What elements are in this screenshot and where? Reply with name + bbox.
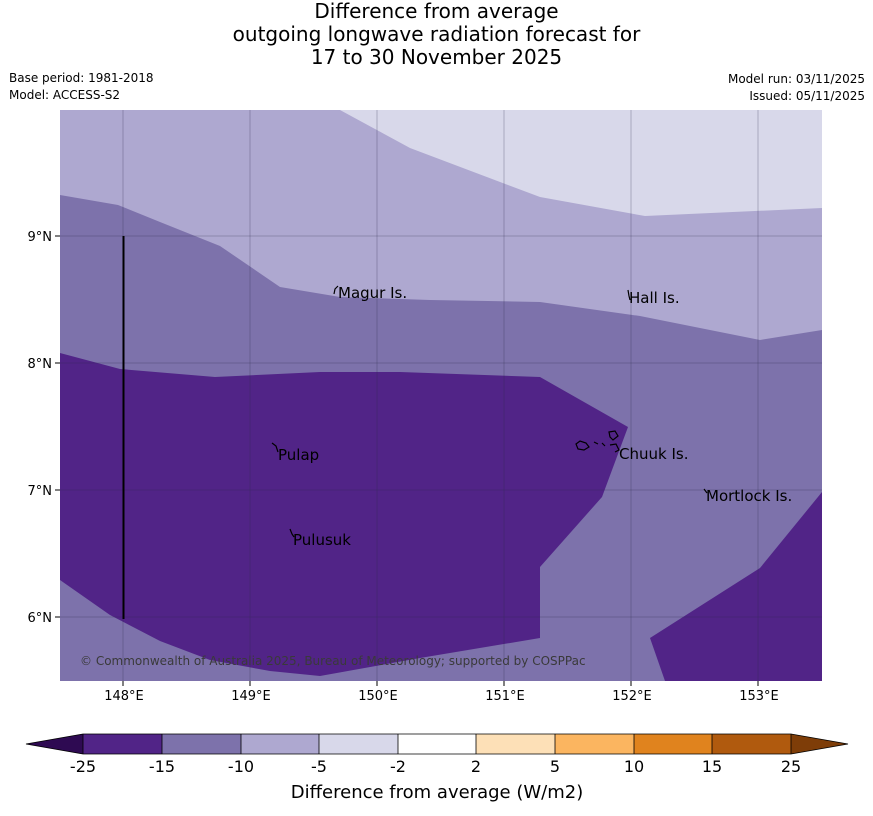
- colorbar-tick-15: 15: [702, 757, 722, 776]
- region-minus25-to-minus15: [60, 353, 628, 676]
- meta-left: Base period: 1981-2018 Model: ACCESS-S2: [9, 70, 154, 104]
- lon-tick-148e: 148°E: [104, 689, 144, 704]
- colorbar-segment-7: [555, 734, 634, 754]
- island-outlines: [271, 285, 708, 538]
- colorbar-segment-2: [162, 734, 241, 754]
- meta-right: Model run: 03/11/2025 Issued: 05/11/2025: [728, 71, 865, 105]
- island-hall: [627, 289, 631, 301]
- colorbar-segment-8: [634, 734, 712, 754]
- label-hall: Hall Is.: [629, 289, 680, 307]
- colorbar-tick-10: 10: [624, 757, 644, 776]
- colorbar-tick-25: 25: [781, 757, 801, 776]
- model-name: Model: ACCESS-S2: [9, 88, 121, 102]
- title-line-3: 17 to 30 November 2025: [310, 45, 563, 69]
- colorbar-segment-5: [398, 734, 476, 754]
- colorbar-segment-3: [241, 734, 319, 754]
- map-title: Difference from average outgoing longwav…: [0, 0, 873, 69]
- lon-tick-149e: 149°E: [231, 689, 271, 704]
- island-pulap: [271, 442, 279, 453]
- island-pulusuk: [289, 528, 295, 538]
- model-run: Model run: 03/11/2025: [727, 72, 865, 86]
- colorbar-label: Difference from average (W/m2): [291, 782, 583, 803]
- label-pulap: Pulap: [278, 446, 319, 464]
- colorbar-segment-9: [712, 734, 791, 754]
- colorbar: -25 -15 -10 -5 -2 2 5 10 15 25 Differenc…: [25, 733, 849, 803]
- colorbar-extend-low: [26, 734, 83, 754]
- title-line-2: outgoing longwave radiation forecast for: [232, 22, 641, 46]
- base-period: Base period: 1981-2018: [9, 71, 154, 85]
- colorbar-segment-1: [83, 734, 162, 754]
- issued-date: Issued: 05/11/2025: [749, 89, 865, 103]
- lat-tick-9n: 9°N: [28, 230, 53, 245]
- colorbar-tick-minus15: -15: [149, 757, 175, 776]
- lat-tick-6n: 6°N: [28, 611, 53, 626]
- colorbar-tick-minus10: -10: [228, 757, 254, 776]
- place-labels: Magur Is. Hall Is. Pulap Chuuk Is. Mortl…: [278, 284, 792, 549]
- label-chuuk: Chuuk Is.: [619, 445, 688, 463]
- island-magur: [333, 285, 339, 295]
- colorbar-tick-2: 2: [471, 757, 481, 776]
- label-pulusuk: Pulusuk: [293, 531, 351, 549]
- latitude-axis: 9°N 8°N 7°N 6°N: [28, 230, 60, 626]
- colorbar-segment-4: [319, 734, 398, 754]
- colorbar-extend-high: [791, 734, 848, 754]
- graticule: [60, 110, 822, 681]
- copyright-notice: © Commonwealth of Australia 2025, Bureau…: [80, 654, 586, 668]
- lon-tick-152e: 152°E: [612, 689, 652, 704]
- lon-tick-151e: 151°E: [485, 689, 525, 704]
- label-mortlock: Mortlock Is.: [706, 487, 792, 505]
- lon-tick-150e: 150°E: [358, 689, 398, 704]
- lon-tick-153e: 153°E: [739, 689, 779, 704]
- colorbar-tick-minus2: -2: [390, 757, 406, 776]
- lat-tick-7n: 7°N: [28, 484, 53, 499]
- colorbar-tick-minus25: -25: [70, 757, 96, 776]
- colorbar-tick-minus5: -5: [311, 757, 327, 776]
- colorbar-tick-5: 5: [550, 757, 560, 776]
- island-chuuk-lagoon: [575, 430, 620, 453]
- island-mortlock: [703, 488, 708, 494]
- title-line-1: Difference from average: [314, 0, 559, 23]
- region-minus25-to-minus15-southeast: [650, 492, 822, 681]
- label-magur: Magur Is.: [338, 284, 407, 302]
- colorbar-segment-6: [476, 734, 555, 754]
- lat-tick-8n: 8°N: [28, 357, 53, 372]
- longitude-axis: 148°E 149°E 150°E 151°E 152°E 153°E: [104, 681, 779, 704]
- map-panel[interactable]: Magur Is. Hall Is. Pulap Chuuk Is. Mortl…: [60, 110, 822, 681]
